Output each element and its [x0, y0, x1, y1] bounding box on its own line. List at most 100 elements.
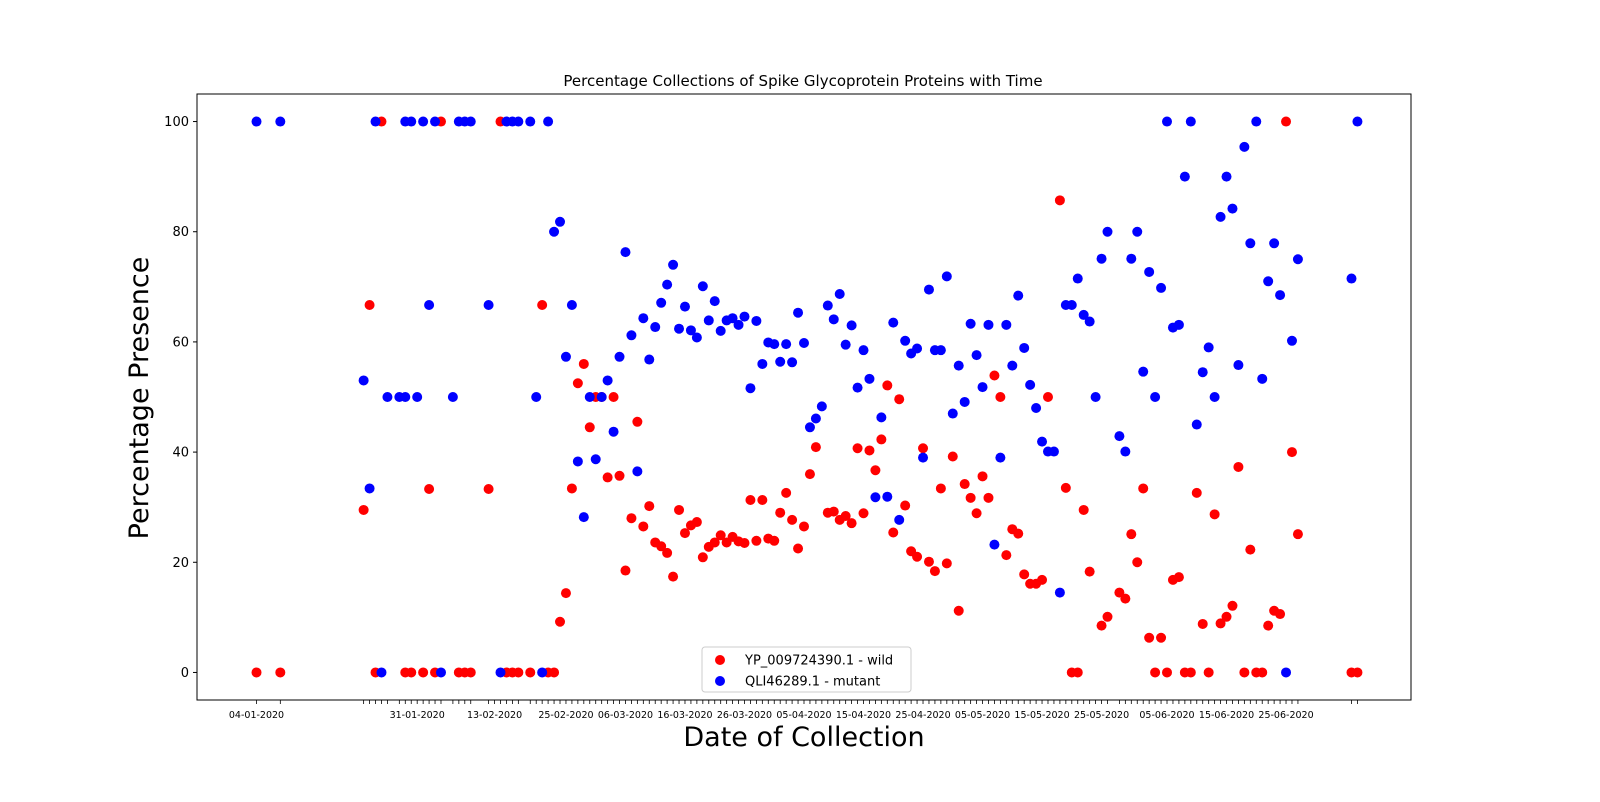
data-point	[751, 535, 762, 546]
data-point	[787, 514, 798, 525]
data-point	[935, 345, 946, 356]
data-point	[745, 383, 756, 394]
data-point	[430, 116, 441, 127]
data-point	[275, 667, 286, 678]
data-point	[1209, 392, 1220, 402]
legend-label-wild: YP_009724390.1 - wild	[744, 654, 893, 669]
data-point	[894, 514, 905, 525]
data-point	[715, 530, 726, 541]
data-point	[781, 339, 792, 350]
data-point	[799, 521, 809, 532]
data-point	[251, 116, 262, 127]
data-points	[251, 116, 1363, 678]
data-point	[977, 382, 988, 393]
data-point	[251, 667, 262, 678]
data-point	[959, 396, 970, 407]
x-tick-label: 06-03-2020	[598, 710, 653, 721]
data-point	[977, 471, 988, 482]
x-tick-label: 04-01-2020	[229, 710, 284, 721]
x-tick-label: 25-04-2020	[895, 710, 950, 721]
data-point	[1233, 360, 1244, 371]
data-point	[775, 356, 786, 367]
data-point	[1173, 319, 1184, 330]
data-point	[418, 667, 429, 678]
data-point	[525, 116, 536, 127]
data-point	[1090, 392, 1101, 402]
data-point	[1138, 366, 1149, 377]
data-point	[1203, 342, 1214, 353]
data-point	[810, 442, 821, 453]
data-point	[465, 667, 476, 678]
data-point	[620, 565, 631, 576]
data-point	[614, 470, 625, 481]
data-point	[941, 271, 952, 282]
data-point	[674, 504, 685, 515]
data-point	[1013, 290, 1024, 301]
data-point	[900, 500, 911, 511]
data-point	[1292, 529, 1303, 540]
data-point	[495, 667, 506, 678]
data-point	[995, 452, 1006, 463]
data-point	[727, 313, 738, 324]
data-point	[929, 566, 940, 577]
data-point	[739, 537, 750, 548]
data-point	[1215, 618, 1226, 629]
data-point	[1257, 667, 1268, 678]
data-point	[703, 315, 714, 326]
data-point	[406, 116, 417, 127]
data-point	[1286, 335, 1297, 346]
data-point	[656, 541, 667, 552]
x-tick-label: 05-06-2020	[1139, 710, 1194, 721]
data-point	[989, 539, 1000, 550]
data-point	[941, 558, 952, 569]
data-point	[662, 547, 673, 558]
data-point	[1185, 116, 1196, 127]
x-tick-label: 05-04-2020	[776, 710, 831, 721]
data-point	[1072, 273, 1083, 284]
legend: YP_009724390.1 - wild QLI46289.1 - mutan…	[701, 646, 912, 693]
chart-title: Percentage Collections of Spike Glycopro…	[563, 72, 1042, 90]
x-axis-label: Date of Collection	[683, 722, 924, 753]
data-point	[644, 354, 655, 365]
data-point	[1019, 569, 1030, 580]
data-point	[626, 513, 637, 524]
y-tick-label: 100	[164, 115, 189, 130]
data-point	[1144, 266, 1155, 277]
data-point	[888, 527, 899, 538]
data-point	[382, 392, 393, 402]
data-point	[947, 451, 958, 462]
data-point	[614, 351, 625, 362]
data-point	[578, 358, 589, 369]
data-point	[638, 521, 649, 532]
data-point	[679, 301, 690, 312]
data-point	[983, 492, 994, 503]
data-point	[918, 443, 929, 454]
x-tick-label: 15-05-2020	[1014, 710, 1069, 721]
data-point	[1037, 436, 1048, 447]
data-point	[876, 434, 887, 445]
data-point	[1156, 282, 1167, 293]
data-point	[537, 667, 548, 678]
data-point	[1126, 253, 1137, 264]
data-point	[1084, 566, 1095, 577]
data-point	[549, 667, 560, 678]
data-point	[1227, 203, 1238, 214]
data-point	[828, 506, 839, 517]
data-point	[525, 667, 536, 678]
x-tick-label: 16-03-2020	[657, 710, 712, 721]
data-point	[1191, 419, 1202, 430]
legend-box	[701, 646, 912, 693]
data-point	[882, 380, 893, 391]
data-point	[668, 259, 679, 270]
data-point	[1031, 403, 1042, 414]
data-point	[275, 116, 286, 127]
data-point	[1245, 544, 1256, 555]
data-point	[560, 351, 571, 362]
data-point	[971, 508, 982, 519]
data-point	[1060, 482, 1071, 493]
data-point	[691, 517, 702, 528]
data-point	[584, 422, 595, 433]
data-point	[572, 378, 583, 389]
legend-label-mutant: QLI46289.1 - mutant	[745, 675, 880, 690]
data-point	[424, 484, 435, 494]
